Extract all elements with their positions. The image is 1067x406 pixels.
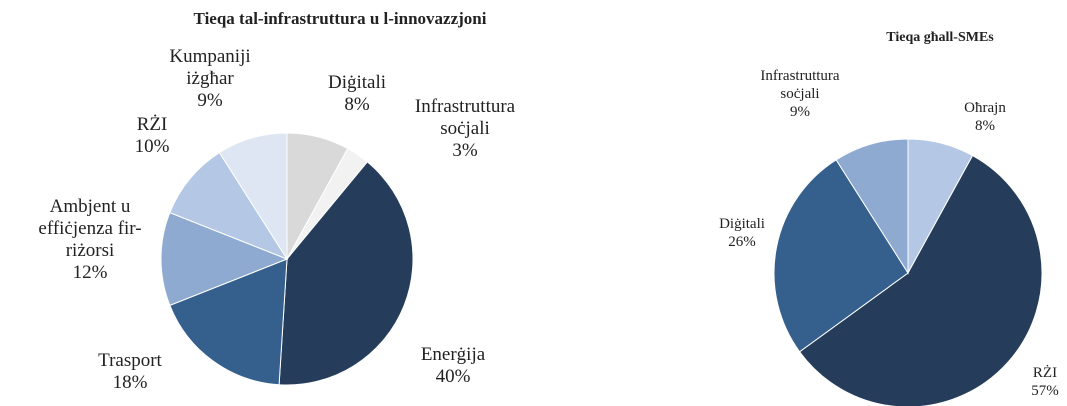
value-label: 12% — [73, 262, 108, 283]
slice-label: Diġitali — [719, 216, 765, 232]
slice-label: Ambjent u effiċjenza fir-riżorsi — [38, 196, 141, 261]
slice-label: RŻI — [137, 114, 168, 135]
value-label: 9% — [790, 104, 810, 120]
value-label: 18% — [113, 372, 148, 393]
value-label: 9% — [197, 90, 223, 111]
slice-label: Enerġija — [421, 344, 486, 365]
value-label: 26% — [728, 234, 756, 250]
pie-slice — [169, 258, 288, 386]
value-label: 57% — [1031, 383, 1059, 399]
pie-slice — [835, 138, 909, 275]
value-label: 40% — [436, 366, 471, 387]
slice-label: Oħrajn — [964, 100, 1006, 116]
pie-slice — [169, 151, 289, 261]
slice-label: Infrastruttura soċjali — [760, 68, 839, 102]
pie-slice — [773, 159, 909, 353]
chart-title: Tieqa tal-infrastruttura u l-innovazzjon… — [194, 9, 487, 28]
pie-slice — [218, 132, 288, 261]
chart-title: Tieqa għall-SMEs — [886, 30, 994, 45]
value-label: 10% — [135, 136, 170, 157]
value-label: 8% — [975, 118, 995, 134]
slice-label: Infrastruttura soċjali — [415, 96, 516, 139]
slice-label: Trasport — [98, 350, 162, 371]
value-label: 8% — [344, 94, 370, 115]
slice-label: RŻI — [1033, 365, 1057, 381]
slice-label: Diġitali — [328, 72, 386, 93]
value-label: 3% — [452, 140, 478, 161]
slice-label: Kumpaniji iżgħar — [169, 46, 250, 89]
pie-slice — [798, 154, 1043, 406]
pie-slice — [278, 161, 414, 386]
pie-slice — [160, 211, 289, 307]
